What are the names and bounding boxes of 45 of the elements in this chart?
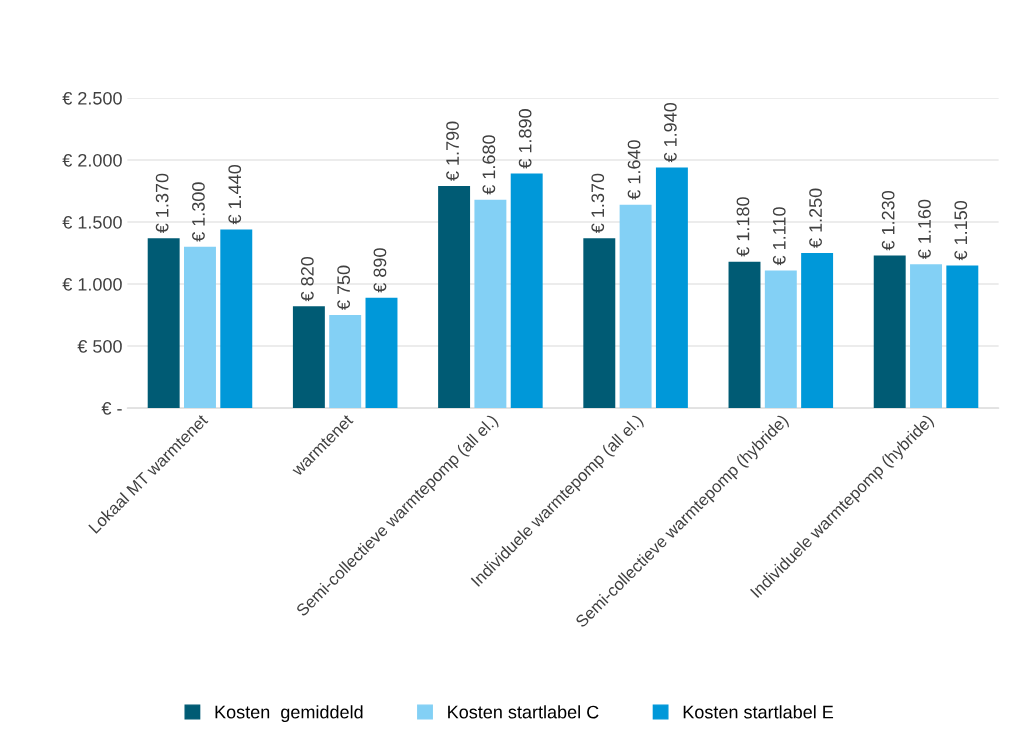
- data-label: € 1.230: [881, 191, 895, 251]
- bar: [910, 264, 942, 409]
- data-label: € 1.440: [228, 164, 242, 225]
- data-label: € 820: [300, 256, 314, 302]
- bar: [764, 270, 797, 409]
- bar: [147, 238, 180, 409]
- y-tick-label: € 1.500: [62, 215, 122, 229]
- data-label: € 1.640: [627, 140, 641, 200]
- y-tick-label: € 500: [77, 340, 122, 353]
- y-tick-label: € 2.500: [62, 91, 122, 105]
- data-label: € 1.370: [591, 173, 605, 234]
- data-label: € 1.150: [954, 200, 968, 261]
- data-label: € 1.940: [663, 102, 677, 163]
- bar: [946, 265, 979, 409]
- bar: [728, 261, 761, 409]
- data-label: € 1.160: [918, 199, 931, 260]
- bar: [329, 315, 362, 409]
- legend-label: Kosten startlabel C: [448, 705, 599, 719]
- data-label: € 1.180: [736, 197, 750, 257]
- bar: [510, 173, 543, 409]
- legend-label: Kosten startlabel E: [683, 705, 834, 719]
- data-label: € 1.370: [155, 173, 169, 234]
- bar: [619, 204, 652, 409]
- data-label: € 1.890: [518, 109, 532, 169]
- bar: [184, 246, 216, 409]
- y-tick-label: € -: [101, 402, 122, 415]
- data-label: € 1.790: [446, 121, 459, 181]
- bar: [583, 238, 616, 409]
- bar: [365, 297, 398, 409]
- y-tick-label: € 1.000: [62, 277, 122, 291]
- bar: [220, 229, 253, 409]
- bar: [438, 186, 471, 409]
- data-label: € 1.680: [482, 135, 496, 195]
- legend-label: Kosten gemiddeld: [215, 705, 363, 723]
- data-label: € 1.250: [809, 188, 822, 248]
- bar: [873, 255, 906, 409]
- bar: [801, 253, 834, 409]
- bar: [474, 199, 507, 409]
- data-label: € 1.300: [192, 182, 205, 242]
- data-label: € 1.110: [772, 207, 786, 266]
- bar: [655, 167, 688, 409]
- data-label: € 890: [373, 248, 387, 293]
- bar: [292, 306, 325, 409]
- data-label: € 750: [337, 265, 351, 310]
- y-tick-label: € 2.000: [62, 153, 122, 167]
